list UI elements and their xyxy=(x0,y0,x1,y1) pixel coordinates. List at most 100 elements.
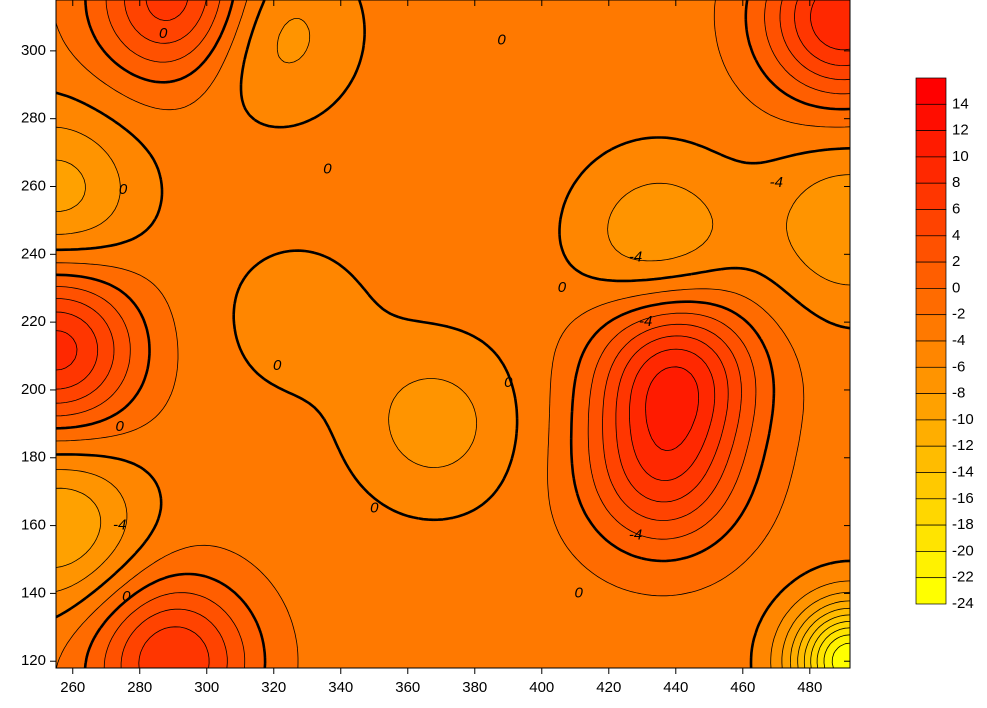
colorbar-swatch xyxy=(915,498,947,526)
colorbar-label: 14 xyxy=(952,95,969,112)
x-tick-label: 320 xyxy=(261,679,286,696)
contour-line--18 xyxy=(816,627,850,668)
y-tick-label: 280 xyxy=(21,110,46,127)
contour-label: 0 xyxy=(370,500,379,517)
x-tick-label: 480 xyxy=(797,679,822,696)
contour-line-0 xyxy=(56,0,850,668)
x-tick-label: 400 xyxy=(529,679,554,696)
y-tick-label: 240 xyxy=(21,245,46,262)
y-tick-label: 140 xyxy=(21,584,46,601)
contour-line--20 xyxy=(823,634,850,668)
contour-line--12 xyxy=(797,607,850,668)
x-tick-label: 280 xyxy=(127,679,152,696)
contour-lines xyxy=(56,0,850,668)
contour-label: 0 xyxy=(119,181,128,198)
colorbar-swatch xyxy=(915,577,947,605)
colorbar-swatch xyxy=(915,77,947,105)
x-tick-label: 300 xyxy=(194,679,219,696)
contour-label: 0 xyxy=(574,584,583,601)
colorbar-label: -4 xyxy=(952,332,965,349)
colorbar-swatch xyxy=(915,103,947,131)
contour-line-8 xyxy=(56,0,850,481)
contour-label: 0 xyxy=(273,357,282,374)
contour-label: 0 xyxy=(504,374,513,391)
contour-line-4 xyxy=(56,0,850,668)
colorbar-swatch xyxy=(915,130,947,158)
contour-line-10 xyxy=(645,366,699,451)
contour-line--14 xyxy=(803,614,850,668)
colorbar-label: -20 xyxy=(952,542,974,559)
colorbar-swatch xyxy=(915,340,947,368)
contour-label: 0 xyxy=(122,588,131,605)
colorbar-label: 0 xyxy=(952,279,960,296)
x-tick-label: 420 xyxy=(596,679,621,696)
colorbar-label: -24 xyxy=(952,595,974,612)
contour-label: -4 xyxy=(639,313,652,330)
contour-labels: 0 0 0 0 0 0 0 0 0 0 0 -4 -4 -4 -4 -4 xyxy=(113,25,783,605)
plot-area xyxy=(56,0,850,668)
x-tick-label: 440 xyxy=(663,679,688,696)
contour-label: -4 xyxy=(629,249,642,266)
colorbar-label: 8 xyxy=(952,174,960,191)
colorbar-swatch xyxy=(915,288,947,316)
colorbar-label: -10 xyxy=(952,411,974,428)
colorbar-swatch xyxy=(915,235,947,263)
y-tick-label: 200 xyxy=(21,381,46,398)
colorbar-label: 6 xyxy=(952,200,960,217)
contour-label: 0 xyxy=(115,418,124,435)
y-tick-label: 220 xyxy=(21,313,46,330)
colorbar-label: 2 xyxy=(952,253,960,270)
colorbar-swatch xyxy=(915,261,947,289)
colorbar-swatch xyxy=(915,209,947,237)
colorbar-label: 10 xyxy=(952,148,969,165)
colorbar-swatch xyxy=(915,445,947,473)
colorbar-swatch xyxy=(915,472,947,500)
colorbar-swatch xyxy=(915,182,947,210)
colorbar-legend: 14 12 10 8 6 4 2 0 -2 -4 -6 -8 -10 -12 -14 -16 -18 -20 -22… xyxy=(915,77,974,612)
contour-label: -4 xyxy=(113,517,126,534)
x-tick-label: 460 xyxy=(730,679,755,696)
contour-line--8 xyxy=(56,159,850,668)
colorbar-label: -16 xyxy=(952,490,974,507)
colorbar-swatch xyxy=(915,156,947,184)
y-tick-label: 160 xyxy=(21,517,46,534)
y-tick-label: 120 xyxy=(21,652,46,669)
x-tick-label: 380 xyxy=(462,679,487,696)
colorbar-label: -8 xyxy=(952,385,965,402)
x-tick-label: 340 xyxy=(328,679,353,696)
colorbar-swatch xyxy=(915,419,947,447)
x-tick-label: 260 xyxy=(60,679,85,696)
x-axis: 260 280 300 320 340 360 380 400 420 440 460 480 xyxy=(60,0,822,696)
colorbar-label: -6 xyxy=(952,358,965,375)
colorbar-label: -22 xyxy=(952,569,974,586)
colorbar-swatch xyxy=(915,393,947,421)
contour-line--16 xyxy=(810,621,850,668)
contour-label: -4 xyxy=(770,174,783,191)
colorbar-swatch xyxy=(915,524,947,552)
colorbar-label: 4 xyxy=(952,227,960,244)
colorbar-label: -14 xyxy=(952,463,974,480)
x-tick-label: 360 xyxy=(395,679,420,696)
colorbar-swatch xyxy=(915,314,947,342)
contour-label: 0 xyxy=(159,25,168,42)
colorbar-label: -2 xyxy=(952,306,965,323)
contour-label: 0 xyxy=(497,32,506,49)
contour-line--2 xyxy=(56,0,850,668)
colorbar-swatch xyxy=(915,551,947,579)
colorbar-label: 12 xyxy=(952,122,969,139)
plot-frame xyxy=(55,0,851,669)
contour-label: 0 xyxy=(558,279,567,296)
colorbar-swatch xyxy=(915,366,947,394)
colorbar-label: -12 xyxy=(952,437,974,454)
contour-label: 0 xyxy=(323,161,332,178)
contour-line-2 xyxy=(56,0,850,668)
y-tick-label: 260 xyxy=(21,177,46,194)
contour-line-6 xyxy=(56,0,850,668)
contour-label: -4 xyxy=(629,527,642,544)
contour-line--4 xyxy=(56,0,850,668)
contour-fill xyxy=(56,0,850,668)
contour-line--10 xyxy=(790,600,850,668)
contour-line--6 xyxy=(56,18,850,668)
y-tick-label: 180 xyxy=(21,449,46,466)
